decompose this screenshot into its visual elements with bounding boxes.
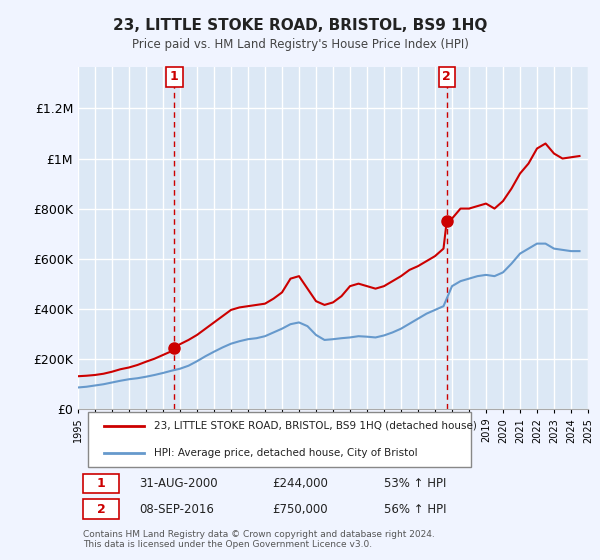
Text: 08-SEP-2016: 08-SEP-2016 [139, 503, 214, 516]
Text: 1: 1 [170, 71, 179, 83]
Text: £750,000: £750,000 [272, 503, 328, 516]
Text: 23, LITTLE STOKE ROAD, BRISTOL, BS9 1HQ: 23, LITTLE STOKE ROAD, BRISTOL, BS9 1HQ [113, 18, 487, 32]
Text: 56% ↑ HPI: 56% ↑ HPI [384, 503, 446, 516]
Text: Price paid vs. HM Land Registry's House Price Index (HPI): Price paid vs. HM Land Registry's House … [131, 38, 469, 52]
Text: 23, LITTLE STOKE ROAD, BRISTOL, BS9 1HQ (detached house): 23, LITTLE STOKE ROAD, BRISTOL, BS9 1HQ … [155, 421, 478, 431]
Text: 2: 2 [442, 71, 451, 83]
Text: 31-AUG-2000: 31-AUG-2000 [139, 477, 218, 490]
Text: 1: 1 [97, 477, 106, 490]
FancyBboxPatch shape [83, 500, 119, 519]
FancyBboxPatch shape [83, 474, 119, 493]
Text: Contains HM Land Registry data © Crown copyright and database right 2024.
This d: Contains HM Land Registry data © Crown c… [83, 530, 435, 549]
Text: £244,000: £244,000 [272, 477, 328, 490]
Text: HPI: Average price, detached house, City of Bristol: HPI: Average price, detached house, City… [155, 448, 418, 458]
Text: 53% ↑ HPI: 53% ↑ HPI [384, 477, 446, 490]
FancyBboxPatch shape [88, 412, 471, 467]
Text: 2: 2 [97, 503, 106, 516]
